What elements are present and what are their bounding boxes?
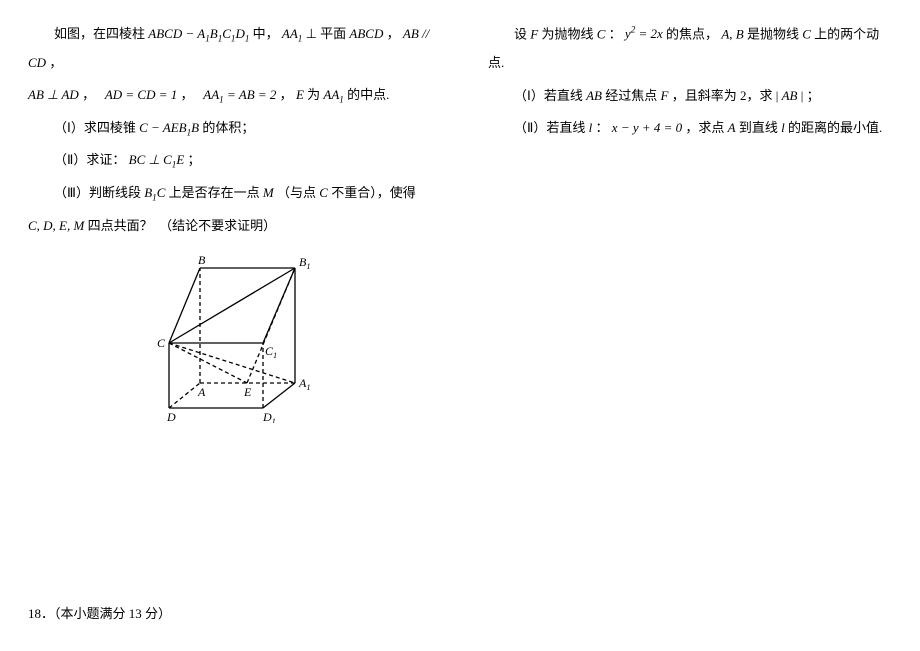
text: 为抛物线 (541, 26, 596, 41)
math-ab-perp-ad: AB ⊥ AD (28, 87, 79, 102)
math-c2: C (802, 26, 811, 41)
text: 四点共面？ （结论不要求证明） (88, 218, 277, 233)
text: 为 (307, 87, 323, 102)
part-3-line1: （Ⅲ）判断线段 B1C 上是否存在一点 M （与点 C 不重合），使得 (28, 179, 432, 208)
abs-close: | (797, 88, 803, 103)
part-1: （Ⅰ）求四棱锥 C − AEB1B 的体积； (28, 114, 432, 143)
text: 的焦点， (666, 26, 718, 41)
prism-figure: B B1 C C1 A E A1 D D1 (125, 248, 335, 423)
math-y2-2x: y2 = 2x (625, 26, 663, 41)
math-bc-perp-c1e: BC ⊥ C1E (129, 152, 185, 167)
svg-text:A1: A1 (298, 376, 311, 392)
svg-text:A: A (197, 385, 206, 399)
math-l2: l (781, 120, 785, 135)
math-c: C (319, 185, 328, 200)
svg-text:C: C (157, 336, 166, 350)
math-cdem: C, D, E, M (28, 218, 84, 233)
text: （Ⅲ）判断线段 (54, 185, 144, 200)
text: ，且斜率为 2，求 (672, 88, 776, 103)
text: ， (387, 26, 403, 41)
text: （与点 (277, 185, 319, 200)
svg-text:C1: C1 (265, 344, 277, 360)
text: 上是否存在一点 (169, 185, 263, 200)
math-m: M (263, 185, 274, 200)
svg-text:D: D (166, 410, 176, 423)
math-ad-cd-1: AD = CD = 1 (105, 87, 177, 102)
math-aa1-ab-2: AA1 = AB = 2 (203, 87, 276, 102)
math-c-aeb1b: C − AEB1B (139, 120, 199, 135)
text: ； (188, 152, 201, 167)
math-abcd-a1b1c1d1: ABCD − A1B1C1D1 (148, 26, 252, 41)
left-column: 如图，在四棱柱 ABCD − A1B1C1D1 中， AA1 ⊥ 平面 ABCD… (0, 0, 460, 651)
text: 的距离的最小值. (788, 120, 882, 135)
text: ， (181, 87, 201, 102)
text: ， (82, 87, 102, 102)
text: ： (596, 120, 609, 135)
r-part2: （Ⅱ）若直线 l ： x − y + 4 = 0 ，求点 A 到直线 l 的距离… (488, 114, 892, 143)
math-f: F (530, 26, 538, 41)
text: ， (49, 55, 62, 70)
text: ， (280, 87, 296, 102)
math-abcd: ABCD (349, 26, 383, 41)
math-e: E (296, 87, 304, 102)
problem-intro-line2: AB ⊥ AD ， AD = CD = 1 ， AA1 = AB = 2 ， E… (28, 81, 432, 110)
text: 中， (253, 26, 279, 41)
math-f: F (661, 88, 669, 103)
text: 不重合），使得 (331, 185, 416, 200)
r-intro: 设 F 为抛物线 C ： y2 = 2x 的焦点， A, B 是抛物线 C 上的… (488, 20, 892, 78)
math-l: l (589, 120, 593, 135)
figure-container: B B1 C C1 A E A1 D D1 (28, 248, 432, 423)
text: （Ⅱ）求证： (54, 152, 125, 167)
math-ab: AB (586, 88, 602, 103)
question-18-label: 18．（本小题满分 13 分） (28, 600, 171, 629)
math-ab-abs: AB (782, 88, 798, 103)
math-aa1-2: AA1 (323, 87, 343, 102)
text: （Ⅰ）若直线 (514, 88, 586, 103)
text: 设 (514, 26, 530, 41)
text: ： (609, 26, 622, 41)
math-c: C (597, 26, 606, 41)
text: （Ⅱ）若直线 (514, 120, 589, 135)
math-ab: A, B (721, 26, 743, 41)
math-b1c: B1C (144, 185, 165, 200)
svg-text:B: B (198, 253, 206, 267)
text: 的体积； (202, 120, 254, 135)
right-column: 设 F 为抛物线 C ： y2 = 2x 的焦点， A, B 是抛物线 C 上的… (460, 0, 920, 651)
text: 的中点. (347, 87, 389, 102)
text: 经过焦点 (605, 88, 660, 103)
math-line-eq: x − y + 4 = 0 (612, 120, 682, 135)
part-2: （Ⅱ）求证： BC ⊥ C1E ； (28, 146, 432, 175)
r-part1: （Ⅰ）若直线 AB 经过焦点 F ，且斜率为 2，求 | AB | ； (488, 82, 892, 111)
text: ； (807, 88, 820, 103)
text: 是抛物线 (747, 26, 802, 41)
text: ⊥ 平面 (306, 26, 350, 41)
text: ，求点 (685, 120, 727, 135)
text: （Ⅰ）求四棱锥 (54, 120, 139, 135)
problem-intro-line1: 如图，在四棱柱 ABCD − A1B1C1D1 中， AA1 ⊥ 平面 ABCD… (28, 20, 432, 77)
svg-text:B1: B1 (299, 255, 311, 271)
svg-text:E: E (243, 385, 252, 399)
math-a: A (728, 120, 736, 135)
math-aa1: AA1 (282, 26, 302, 41)
part-3-line2: C, D, E, M 四点共面？ （结论不要求证明） (28, 212, 432, 241)
svg-text:D1: D1 (262, 410, 276, 423)
text: 如图，在四棱柱 (54, 26, 148, 41)
text: 到直线 (739, 120, 781, 135)
